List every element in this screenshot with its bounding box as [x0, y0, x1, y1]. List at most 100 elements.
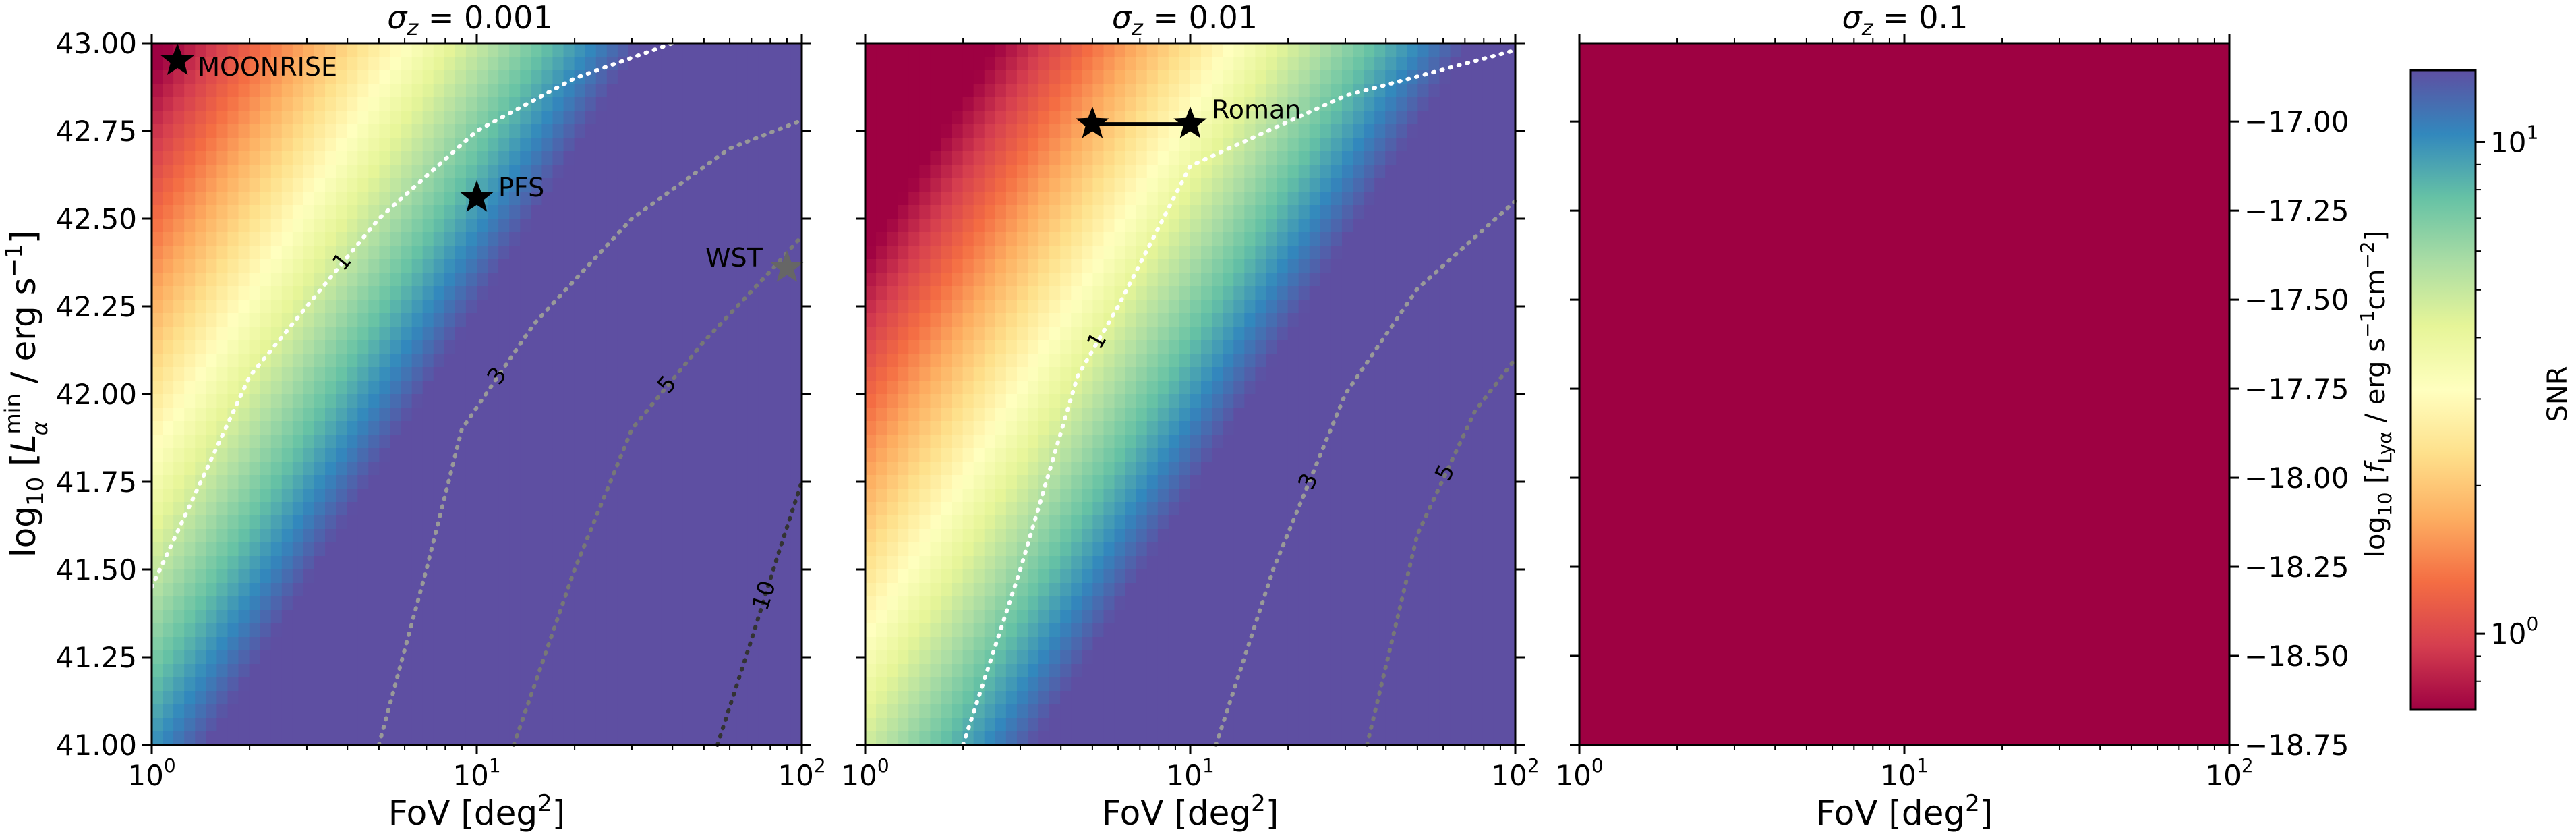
heatmap-cell	[758, 313, 770, 327]
heatmap-cell	[520, 731, 532, 746]
heatmap-cell	[563, 556, 575, 570]
heatmap-cell	[1190, 542, 1202, 557]
heatmap-cell	[465, 435, 477, 449]
heatmap-cell	[152, 529, 163, 543]
heatmap-cell	[444, 70, 456, 84]
heatmap-cell	[541, 448, 554, 462]
heatmap-cell	[898, 637, 910, 651]
heatmap-cell	[509, 300, 521, 314]
heatmap-cell	[422, 529, 434, 543]
heatmap-cell	[498, 205, 510, 219]
heatmap-cell	[1092, 43, 1105, 57]
heatmap-cell	[952, 192, 964, 206]
heatmap-cell	[736, 246, 749, 260]
heatmap-cell	[672, 435, 684, 449]
heatmap-cell	[509, 43, 521, 57]
heatmap-cell	[379, 569, 391, 584]
heatmap-cell	[704, 408, 716, 422]
heatmap-cell	[390, 313, 402, 327]
heatmap-cell	[195, 556, 207, 570]
heatmap-cell	[488, 515, 499, 530]
heatmap-cell	[1092, 610, 1105, 624]
heatmap-cell	[758, 664, 770, 678]
heatmap-cell	[390, 623, 402, 638]
heatmap-cell	[1082, 178, 1094, 192]
heatmap-cell	[444, 246, 456, 260]
heatmap-cell	[876, 596, 887, 611]
heatmap-cell	[790, 300, 802, 314]
heatmap-cell	[693, 637, 705, 651]
heatmap-cell	[790, 569, 802, 584]
heatmap-cell	[1223, 84, 1235, 98]
heatmap-cell	[281, 462, 293, 476]
heatmap-cell	[238, 313, 250, 327]
heatmap-cell	[368, 664, 380, 678]
heatmap-cell	[952, 515, 964, 530]
heatmap-cell	[736, 515, 749, 530]
heatmap-cell	[1190, 610, 1202, 624]
heatmap-cell	[401, 259, 413, 273]
heatmap-cell	[368, 205, 380, 219]
heatmap-cell	[941, 327, 953, 341]
heatmap-cell	[411, 219, 423, 233]
heatmap-cell	[498, 583, 510, 597]
heatmap-cell	[1179, 664, 1191, 678]
heatmap-cell	[260, 691, 272, 705]
heatmap-cell	[606, 583, 618, 597]
heatmap-cell	[898, 273, 910, 287]
heatmap-cell	[1157, 691, 1169, 705]
heatmap-cell	[260, 556, 272, 570]
heatmap-cell	[995, 84, 1007, 98]
heatmap-cell	[477, 273, 488, 287]
heatmap-cell	[303, 43, 315, 57]
heatmap-cell	[206, 70, 218, 84]
heatmap-cell	[973, 596, 985, 611]
heatmap-cell	[1190, 259, 1202, 273]
heatmap-cell	[303, 515, 315, 530]
heatmap-cell	[314, 664, 326, 678]
heatmap-cell	[347, 475, 359, 489]
heatmap-cell	[249, 583, 261, 597]
heatmap-cell	[715, 408, 727, 422]
heatmap-cell	[531, 178, 543, 192]
heatmap-cell	[347, 731, 359, 746]
heatmap-cell	[780, 219, 792, 233]
heatmap-cell	[585, 731, 597, 746]
heatmap-cell	[704, 731, 716, 746]
heatmap-cell	[930, 502, 942, 516]
heatmap-cell	[672, 259, 684, 273]
heatmap-cell	[952, 124, 964, 138]
heatmap-cell	[314, 273, 326, 287]
heatmap-cell	[1114, 596, 1126, 611]
heatmap-cell	[930, 515, 942, 530]
heatmap-cell	[1146, 610, 1159, 624]
heatmap-cell	[715, 327, 727, 341]
heatmap-cell	[693, 381, 705, 395]
heatmap-cell	[952, 731, 964, 746]
heatmap-cell	[531, 448, 543, 462]
heatmap-cell	[292, 367, 304, 381]
heatmap-cell	[780, 448, 792, 462]
heatmap-cell	[520, 489, 532, 503]
heatmap-cell	[520, 664, 532, 678]
heatmap-cell	[1092, 273, 1105, 287]
heatmap-cell	[1049, 178, 1061, 192]
heatmap-cell	[249, 232, 261, 246]
heatmap-cell	[347, 569, 359, 584]
heatmap-cell	[260, 97, 272, 111]
heatmap-cell	[444, 691, 456, 705]
heatmap-cell	[595, 367, 608, 381]
heatmap-cell	[704, 583, 716, 597]
heatmap-cell	[422, 583, 434, 597]
heatmap-cell	[270, 664, 283, 678]
marker-star-pfs	[460, 179, 494, 212]
heatmap-cell	[552, 327, 564, 341]
heatmap-cell	[1190, 502, 1202, 516]
heatmap-cell	[1157, 556, 1169, 570]
heatmap-cell	[962, 327, 974, 341]
heatmap-cell	[639, 70, 651, 84]
heatmap-cell	[498, 192, 510, 206]
heatmap-cell	[726, 650, 738, 665]
heatmap-cell	[433, 97, 445, 111]
heatmap-cell	[898, 124, 910, 138]
